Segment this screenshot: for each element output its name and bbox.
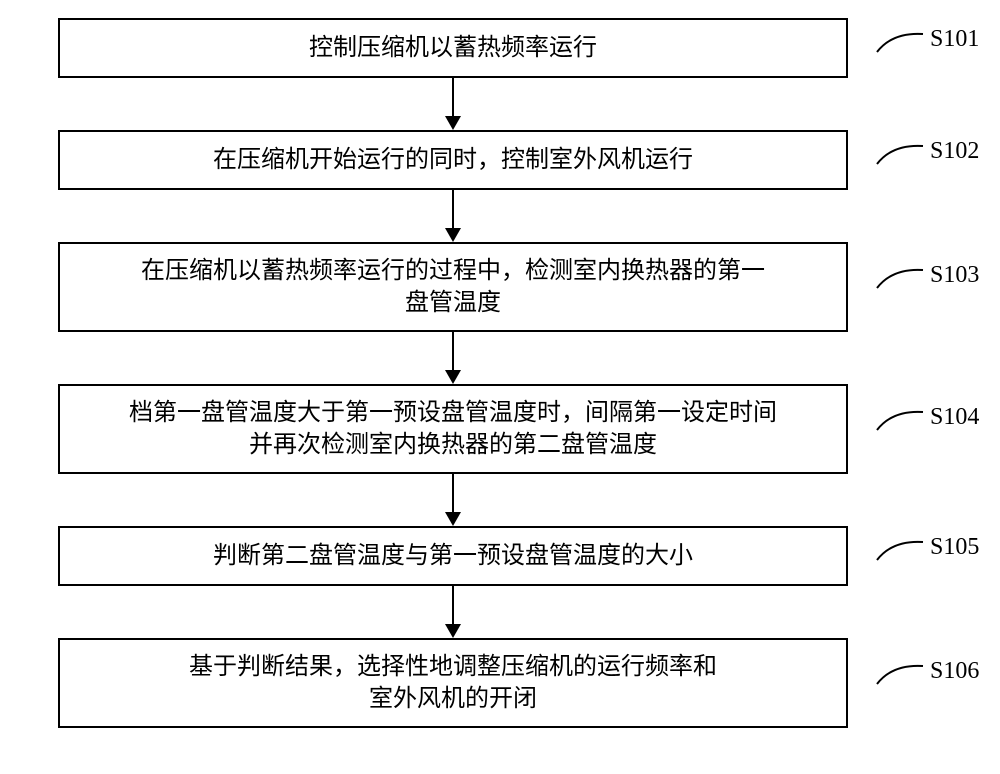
flow-arrow-down-icon <box>445 474 461 526</box>
flow-step-label: S105 <box>930 534 979 561</box>
flow-arrow-down-icon <box>445 190 461 242</box>
flow-arrow-down-icon <box>445 332 461 384</box>
flow-step-label: S103 <box>930 262 979 289</box>
flow-step-label: S101 <box>930 26 979 53</box>
flow-step-label: S104 <box>930 404 979 431</box>
flowchart-canvas: 控制压缩机以蓄热频率运行 S101 在压缩机开始运行的同时，控制室外风机运行 S10… <box>0 0 1000 774</box>
label-tick-icon <box>875 142 925 166</box>
flow-step-text: 基于判断结果，选择性地调整压缩机的运行频率和 室外风机的开闭 <box>189 651 717 716</box>
label-tick-icon <box>875 538 925 562</box>
flow-step-text: 在压缩机开始运行的同时，控制室外风机运行 <box>213 144 693 176</box>
label-tick-icon <box>875 266 925 290</box>
label-tick-icon <box>875 662 925 686</box>
flow-step-label: S102 <box>930 138 979 165</box>
flow-arrow-down-icon <box>445 78 461 130</box>
flow-step-box: 在压缩机开始运行的同时，控制室外风机运行 <box>58 130 848 190</box>
flow-step-text: 档第一盘管温度大于第一预设盘管温度时，间隔第一设定时间 并再次检测室内换热器的第… <box>129 397 777 462</box>
flow-step-box: 控制压缩机以蓄热频率运行 <box>58 18 848 78</box>
flow-arrow-down-icon <box>445 586 461 638</box>
flow-step-label: S106 <box>930 658 979 685</box>
flow-step-box: 基于判断结果，选择性地调整压缩机的运行频率和 室外风机的开闭 <box>58 638 848 728</box>
flow-step-text: 在压缩机以蓄热频率运行的过程中，检测室内换热器的第一 盘管温度 <box>141 255 765 320</box>
label-tick-icon <box>875 408 925 432</box>
flow-step-text: 判断第二盘管温度与第一预设盘管温度的大小 <box>213 540 693 572</box>
label-tick-icon <box>875 30 925 54</box>
flow-step-box: 档第一盘管温度大于第一预设盘管温度时，间隔第一设定时间 并再次检测室内换热器的第… <box>58 384 848 474</box>
flow-step-text: 控制压缩机以蓄热频率运行 <box>309 32 597 64</box>
flow-step-box: 在压缩机以蓄热频率运行的过程中，检测室内换热器的第一 盘管温度 <box>58 242 848 332</box>
flow-step-box: 判断第二盘管温度与第一预设盘管温度的大小 <box>58 526 848 586</box>
